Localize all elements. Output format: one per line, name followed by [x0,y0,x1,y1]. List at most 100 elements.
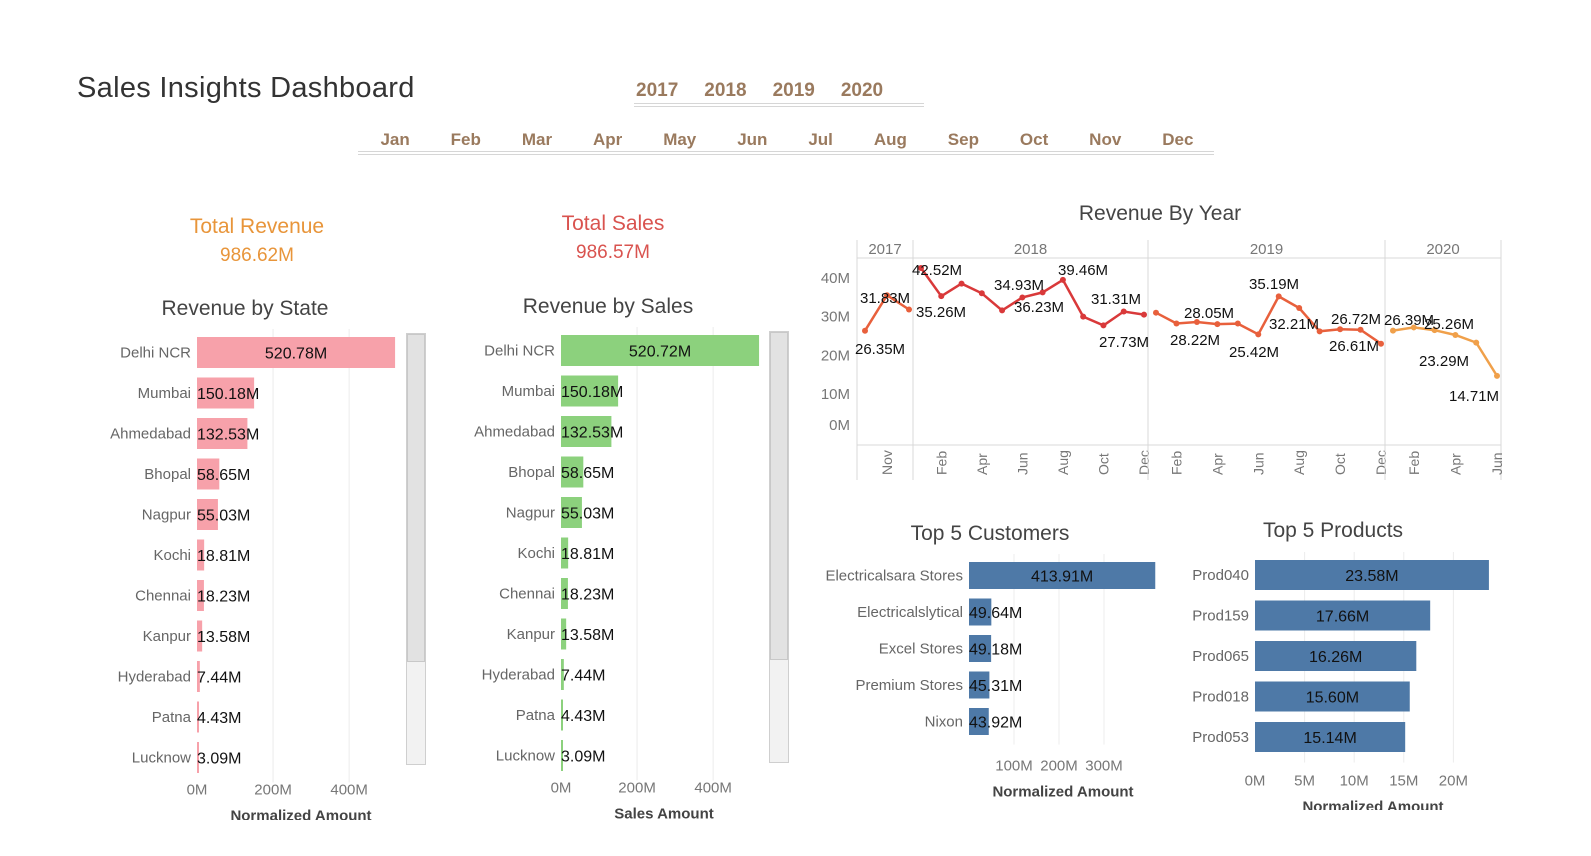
data-label-mumbai: 150.18M [561,384,623,401]
state-chart-scrollbar[interactable] [406,333,426,765]
line-data-label: 26.61M [1329,338,1379,355]
data-point-2019-may [1234,320,1241,327]
year-filter-2019[interactable]: 2019 [772,80,815,101]
bar-hyderabad [197,661,200,692]
data-point-2019-mar [1193,319,1200,326]
category-label-kanpur: Kanpur [143,628,191,645]
x-tick-label: 300M [1085,758,1123,775]
x-tick-label: 0M [187,782,208,799]
data-label-bhopal: 58.65M [197,467,250,484]
month-filter-dec[interactable]: Dec [1162,130,1194,149]
data-point-2017-oct [862,327,868,334]
month-filter-jul[interactable]: Jul [808,130,833,149]
x-tick-label-2019-aug: Aug [1291,450,1307,475]
category-label-hyderabad: Hyderabad [118,669,191,686]
line-data-label: 14.71M [1449,388,1499,405]
bar-prod065 [1255,641,1417,671]
category-label-chennai: Chennai [135,588,191,605]
data-label-lucknow: 3.09M [561,749,605,766]
data-label-kochi: 18.81M [561,546,614,563]
month-filter-may[interactable]: May [663,130,697,149]
state-chart-scroll-thumb[interactable] [407,334,425,662]
x-tick-label-2019-oct: Oct [1332,453,1348,475]
data-point-2019-jul [1275,293,1282,300]
x-tick-label-2018-feb: Feb [933,451,949,475]
year-filter-2020[interactable]: 2020 [840,80,884,101]
data-label-prod018: 15.60M [1306,690,1359,707]
data-label-prod040: 23.58M [1345,568,1398,585]
sales-chart-scrollbar[interactable] [769,331,789,763]
category-label-bhopal: Bhopal [144,466,191,483]
bar-kanpur [561,618,567,650]
data-label-electricalsara-stores: 413.91M [1031,569,1093,586]
kpi-total-revenue-value: 986.62M [220,245,294,266]
x-tick-label: 400M [330,782,368,799]
data-point-2018-aug [1059,276,1066,283]
data-label-chennai: 18.23M [197,589,250,606]
x-tick-label-2019-jun: Jun [1250,452,1266,475]
year-header-2019: 2019 [1250,241,1283,258]
data-point-2018-nov [1120,308,1127,315]
x-tick-label-2019-apr: Apr [1209,453,1225,475]
category-label-kochi: Kochi [517,545,555,562]
x-tick-label: 5M [1294,773,1315,790]
x-tick-label-2020-apr: Apr [1447,453,1463,475]
month-filter-nov[interactable]: Nov [1089,130,1122,149]
year-filter-2018[interactable]: 2018 [704,80,747,101]
category-label-patna: Patna [516,707,556,724]
category-label-nagpur: Nagpur [142,507,191,524]
data-point-2019-jan [1153,309,1159,316]
x-tick-label: 400M [694,780,732,797]
revenue-by-state-title: Revenue by State [161,297,329,320]
year-filter-2017[interactable]: 2017 [636,80,679,101]
data-label-electricalslytical: 49.64M [969,605,1022,622]
bar-kochi [561,537,569,569]
top-customers-title: Top 5 Customers [910,522,1070,545]
x-tick-label: 100M [995,758,1033,775]
top-products-title: Top 5 Products [1262,519,1404,542]
line-data-label: 31.83M [860,290,910,307]
line-data-label: 42.52M [912,262,962,279]
category-label-lucknow: Lucknow [132,750,191,767]
bar-chennai [561,578,568,609]
category-label-prod053: Prod053 [1192,729,1249,746]
data-label-patna: 4.43M [561,708,605,725]
month-filter-sep[interactable]: Sep [947,130,979,149]
sales-chart-scroll-thumb[interactable] [770,332,788,660]
data-label-hyderabad: 7.44M [197,670,241,687]
data-label-kanpur: 13.58M [197,629,250,646]
category-label-prod018: Prod018 [1192,689,1249,706]
bar-kochi [197,539,205,571]
category-label-nagpur: Nagpur [506,505,555,522]
month-filter-jun[interactable]: Jun [737,130,768,149]
data-label-excel-stores: 49.18M [969,642,1022,659]
line-data-label: 35.26M [916,304,966,321]
category-label-hyderabad: Hyderabad [482,667,555,684]
data-point-2017-dec [906,306,912,313]
line-data-label: 26.35M [855,341,905,358]
x-tick-label-2020-feb: Feb [1406,451,1422,475]
bar-electricalsara-stores [969,562,1156,589]
x-tick-label: 0M [1245,773,1266,790]
series-line-2020 [1392,326,1499,377]
month-filter-feb[interactable]: Feb [450,130,481,149]
bar-kanpur [197,620,203,652]
data-label-delhi-ncr: 520.72M [629,344,691,361]
data-point-2018-feb [938,293,945,300]
kpi-total-sales-label: Total Sales [561,212,665,235]
month-filter-apr[interactable]: Apr [592,130,623,149]
month-filter-oct[interactable]: Oct [1019,130,1049,149]
line-data-label: 26.39M [1384,312,1434,329]
x-tick-label: 0M [551,780,572,797]
y-tick-label: 0M [829,417,850,434]
bar-electricalslytical [969,598,992,626]
revenue-by-sales-title: Revenue by Sales [522,295,694,318]
bar-nagpur [561,497,582,528]
month-filter-aug[interactable]: Aug [873,130,907,149]
line-data-label: 34.93M [994,277,1044,294]
category-label-kochi: Kochi [153,547,191,564]
data-label-bhopal: 58.65M [561,465,614,482]
month-filter-jan[interactable]: Jan [380,130,410,149]
month-filter-mar[interactable]: Mar [521,130,553,149]
data-label-ahmedabad: 132.53M [197,427,259,444]
